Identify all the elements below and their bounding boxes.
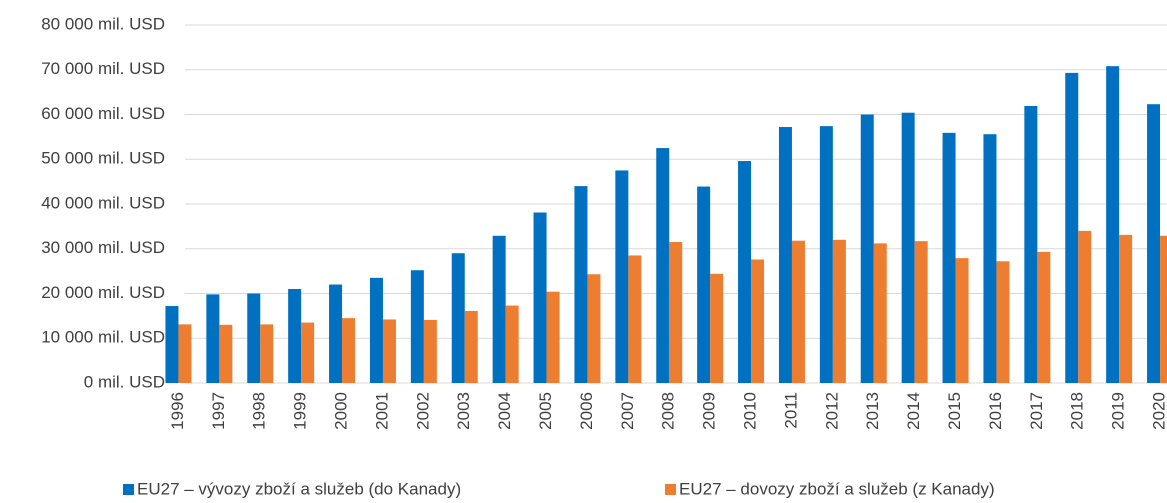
bar — [219, 324, 233, 383]
bar — [329, 284, 343, 383]
bar — [873, 243, 887, 383]
y-tick-label: 70 000 mil. USD — [41, 59, 165, 78]
bar — [1147, 104, 1161, 384]
bar — [983, 134, 997, 383]
bar — [751, 259, 765, 383]
bar — [574, 186, 588, 383]
bar — [656, 148, 670, 383]
x-tick-label: 2003 — [454, 392, 473, 430]
legend-swatch — [123, 484, 134, 495]
x-tick-label: 2000 — [332, 392, 351, 430]
bar — [901, 112, 915, 384]
bar — [628, 255, 642, 383]
x-tick-label: 2007 — [618, 392, 637, 430]
x-tick-label: 1996 — [168, 392, 187, 430]
legend-label: EU27 – vývozy zboží a služeb (do Kanady) — [137, 479, 461, 498]
x-tick-label: 2008 — [659, 392, 678, 430]
x-tick-label: 1998 — [250, 392, 269, 430]
legend-swatch — [665, 484, 676, 495]
bar — [738, 161, 752, 383]
x-tick-label: 2011 — [781, 392, 800, 429]
bar — [697, 186, 711, 383]
x-tick-label: 2016 — [986, 392, 1005, 430]
bar — [247, 293, 261, 383]
bar — [1106, 66, 1120, 384]
x-tick-label: 2014 — [904, 392, 923, 430]
x-tick-label: 2004 — [495, 392, 514, 430]
x-tick-label: 2019 — [1109, 392, 1128, 430]
bar — [819, 126, 833, 383]
x-tick-label: 2005 — [536, 392, 555, 430]
bar — [955, 258, 969, 383]
bar — [1024, 105, 1038, 383]
bar — [587, 274, 601, 383]
x-tick-label: 1999 — [291, 392, 310, 430]
x-tick-label: 2001 — [372, 392, 391, 430]
x-tick-label: 2002 — [413, 392, 432, 430]
y-tick-label: 50 000 mil. USD — [41, 149, 165, 168]
bar — [832, 239, 846, 383]
y-tick-label: 80 000 mil. USD — [41, 14, 165, 33]
bar — [369, 277, 383, 383]
bar — [178, 324, 192, 383]
x-tick-label: 2017 — [1027, 392, 1046, 430]
bar — [492, 235, 506, 383]
x-tick-label: 2010 — [741, 392, 760, 430]
bar — [382, 319, 396, 383]
bar — [942, 132, 956, 383]
bar — [1160, 235, 1167, 383]
bar — [533, 212, 547, 383]
bar — [410, 270, 424, 383]
x-tick-label: 2020 — [1150, 392, 1167, 430]
bar — [615, 170, 629, 383]
y-tick-label: 20 000 mil. USD — [41, 283, 165, 302]
bar — [301, 322, 315, 383]
bar — [1119, 234, 1133, 383]
x-tick-label: 1997 — [209, 392, 228, 430]
bar — [546, 291, 560, 383]
x-tick-label: 2009 — [700, 392, 719, 430]
bar — [791, 240, 805, 383]
bar — [464, 310, 478, 383]
bar — [669, 242, 683, 383]
bar — [288, 289, 302, 383]
bar — [451, 253, 465, 383]
bar — [914, 241, 928, 383]
x-tick-label: 2018 — [1068, 392, 1087, 430]
bar — [778, 127, 792, 383]
bar — [1037, 251, 1051, 383]
y-tick-label: 30 000 mil. USD — [41, 238, 165, 257]
x-tick-label: 2015 — [945, 392, 964, 430]
bar — [206, 294, 220, 383]
x-tick-label: 2006 — [577, 392, 596, 430]
y-tick-label: 10 000 mil. USD — [41, 328, 165, 347]
bar — [260, 324, 274, 383]
y-tick-label: 0 mil. USD — [84, 372, 165, 391]
bar — [996, 261, 1010, 383]
x-tick-label: 2012 — [822, 392, 841, 430]
bar — [342, 318, 356, 383]
legend-label: EU27 – dovozy zboží a služeb (z Kanady) — [679, 479, 995, 498]
bar — [860, 114, 874, 383]
y-tick-label: 40 000 mil. USD — [41, 193, 165, 212]
bar — [165, 306, 179, 383]
bar — [1078, 230, 1092, 383]
y-tick-label: 60 000 mil. USD — [41, 104, 165, 123]
bar — [1065, 72, 1079, 383]
x-tick-label: 2013 — [863, 392, 882, 430]
bar — [710, 273, 724, 383]
bar — [505, 305, 519, 383]
bar — [423, 319, 437, 383]
